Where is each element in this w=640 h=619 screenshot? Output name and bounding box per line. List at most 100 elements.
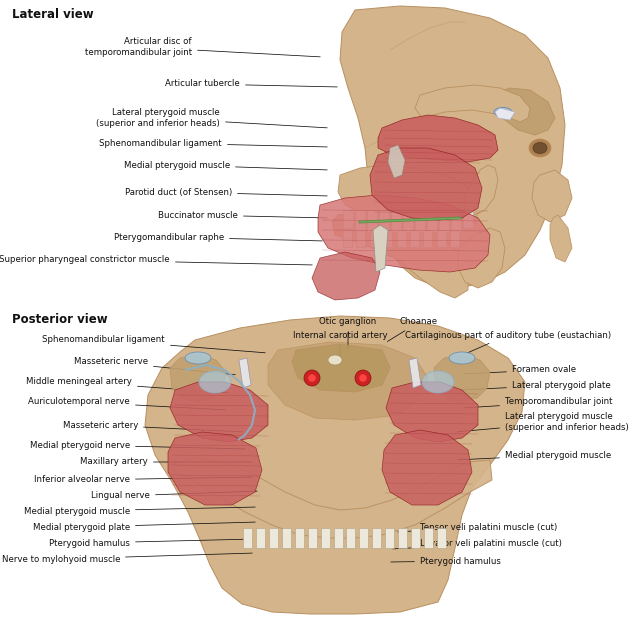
Ellipse shape [328, 355, 342, 365]
Polygon shape [388, 145, 405, 178]
Polygon shape [318, 195, 490, 272]
Polygon shape [378, 115, 498, 162]
Bar [360, 528, 369, 548]
Text: Lingual nerve: Lingual nerve [91, 491, 257, 501]
Bar [256, 528, 265, 548]
Text: Foramen ovale: Foramen ovale [465, 365, 576, 374]
Text: Inferior alveolar nerve: Inferior alveolar nerve [34, 475, 252, 485]
Ellipse shape [449, 352, 475, 364]
Text: Internal carotid artery: Internal carotid artery [292, 331, 387, 357]
Ellipse shape [422, 371, 454, 393]
Bar [424, 528, 433, 548]
Bar [346, 528, 355, 548]
Text: Tensor veli palatini muscle (cut): Tensor veli palatini muscle (cut) [398, 522, 557, 532]
Text: Parotid duct (of Stensen): Parotid duct (of Stensen) [125, 188, 327, 196]
Bar [436, 230, 445, 247]
Polygon shape [465, 165, 498, 215]
Text: Medial pterygoid muscle: Medial pterygoid muscle [458, 451, 611, 460]
Polygon shape [370, 148, 482, 220]
Ellipse shape [533, 142, 547, 154]
Text: Pterygomandibular raphe: Pterygomandibular raphe [114, 233, 322, 241]
Bar [427, 210, 437, 232]
Text: Cartilaginous part of auditory tube (eustachian): Cartilaginous part of auditory tube (eus… [405, 331, 611, 353]
Polygon shape [170, 355, 226, 402]
Polygon shape [292, 344, 390, 392]
Bar [391, 210, 401, 232]
Bar [410, 230, 419, 247]
Polygon shape [415, 85, 530, 122]
Text: Levator veli palatini muscle (cut): Levator veli palatini muscle (cut) [393, 540, 562, 549]
Text: Masseteric nerve: Masseteric nerve [74, 358, 236, 374]
Bar [423, 230, 432, 247]
Bar [343, 210, 353, 228]
Polygon shape [490, 88, 555, 135]
Text: Medial pterygoid plate: Medial pterygoid plate [33, 522, 255, 532]
Bar [411, 528, 420, 548]
Bar [370, 230, 379, 247]
Polygon shape [340, 6, 565, 288]
Bar [308, 528, 317, 548]
Polygon shape [168, 432, 262, 505]
Text: Lateral view: Lateral view [12, 8, 93, 21]
Text: Sphenomandibular ligament: Sphenomandibular ligament [99, 139, 327, 147]
Polygon shape [338, 165, 480, 232]
Polygon shape [168, 458, 492, 538]
Circle shape [359, 374, 367, 382]
Text: Choanae: Choanae [387, 318, 438, 342]
Bar [415, 210, 425, 232]
Text: Nerve to mylohyoid muscle: Nerve to mylohyoid muscle [1, 553, 252, 563]
Text: Auriculotemporal nerve: Auriculotemporal nerve [28, 397, 225, 410]
Bar [372, 528, 381, 548]
Bar [379, 210, 389, 232]
Bar [269, 528, 278, 548]
Polygon shape [386, 382, 478, 442]
Circle shape [304, 370, 320, 386]
Polygon shape [145, 316, 525, 614]
Text: Middle meningeal artery: Middle meningeal artery [26, 378, 227, 393]
Text: Sphenomandibular ligament: Sphenomandibular ligament [42, 335, 265, 353]
Bar [243, 528, 252, 548]
Text: Pterygoid hamulus: Pterygoid hamulus [49, 539, 252, 547]
Polygon shape [373, 225, 388, 272]
Text: Articular disc of
temporomandibular joint: Articular disc of temporomandibular join… [85, 37, 320, 57]
Polygon shape [382, 430, 472, 505]
Circle shape [308, 374, 316, 382]
Bar [295, 528, 304, 548]
Text: Lateral pterygoid muscle
(superior and inferior heads): Lateral pterygoid muscle (superior and i… [458, 412, 628, 432]
Ellipse shape [494, 108, 512, 116]
Ellipse shape [185, 352, 211, 364]
Polygon shape [550, 215, 572, 262]
Polygon shape [458, 228, 505, 288]
Bar [439, 210, 449, 232]
Bar [450, 230, 459, 247]
Bar [437, 528, 446, 548]
Polygon shape [312, 252, 380, 300]
Circle shape [355, 370, 371, 386]
Text: Masseteric artery: Masseteric artery [63, 420, 242, 432]
Bar [367, 210, 377, 232]
Text: Superior pharyngeal constrictor muscle: Superior pharyngeal constrictor muscle [0, 256, 312, 265]
Polygon shape [170, 382, 268, 442]
Bar [355, 210, 365, 232]
Text: Medial pterygoid muscle: Medial pterygoid muscle [124, 160, 327, 170]
Bar [333, 528, 342, 548]
Polygon shape [532, 170, 572, 222]
Bar [385, 528, 394, 548]
Text: Temporomandibular joint: Temporomandibular joint [465, 397, 612, 408]
Bar [356, 230, 365, 247]
Polygon shape [268, 342, 428, 420]
Text: Lateral pterygoid muscle
(superior and inferior heads): Lateral pterygoid muscle (superior and i… [96, 108, 327, 128]
Text: Posterior view: Posterior view [12, 313, 108, 326]
Ellipse shape [199, 371, 231, 393]
Ellipse shape [529, 139, 551, 157]
Bar [397, 230, 406, 247]
Bar [403, 210, 413, 232]
Polygon shape [239, 358, 251, 388]
Text: Lateral pterygoid plate: Lateral pterygoid plate [463, 381, 611, 390]
Text: Medial pterygoid muscle: Medial pterygoid muscle [24, 506, 255, 516]
Bar [383, 230, 392, 247]
Bar [463, 210, 473, 228]
Text: Pterygoid hamulus: Pterygoid hamulus [391, 556, 501, 566]
Polygon shape [434, 355, 490, 402]
Bar [451, 210, 461, 232]
